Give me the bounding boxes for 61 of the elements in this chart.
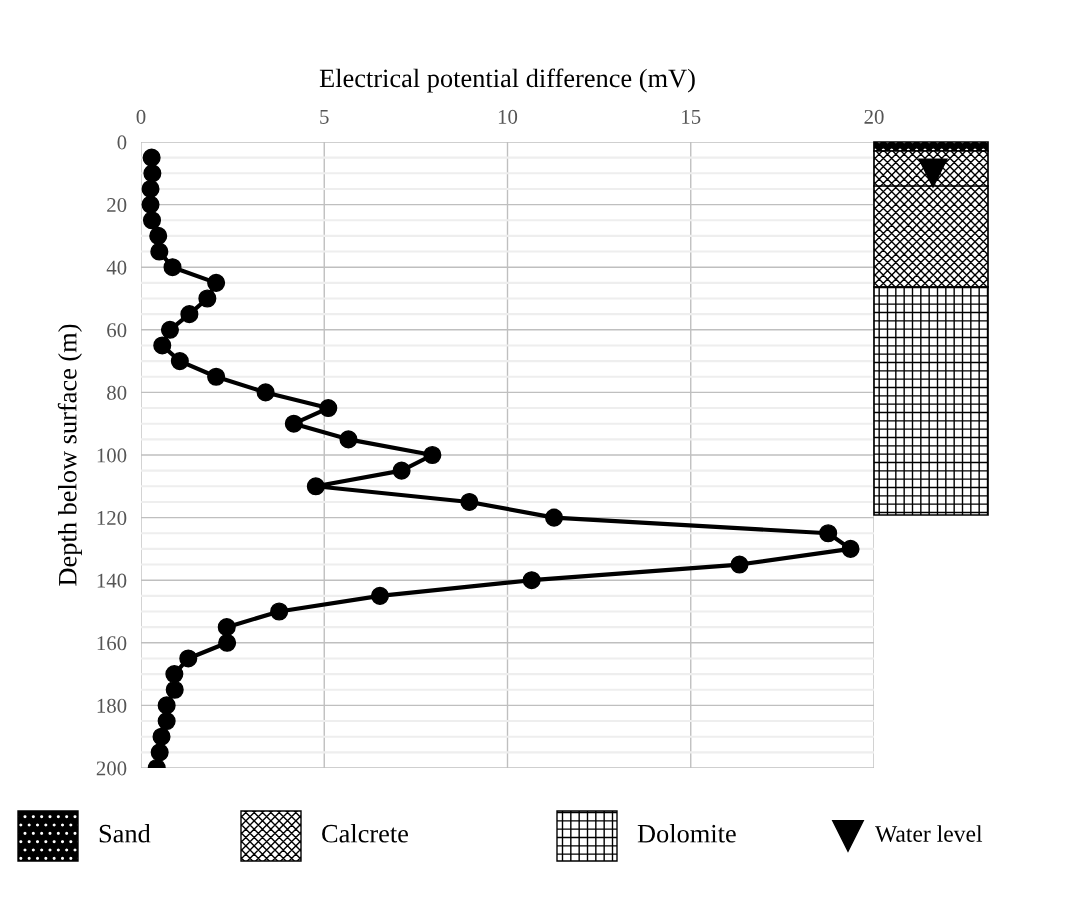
y-tick-label: 0 [117,135,127,150]
point [157,712,176,731]
point [284,414,303,433]
point [819,524,838,543]
y-tick-label: 160 [97,636,127,651]
point [256,383,275,402]
point [157,696,176,715]
point [142,211,162,230]
point [319,399,338,418]
point [152,727,171,746]
y-axis-title: Depth below surface (m) [57,324,82,586]
y-tick-label: 180 [97,698,127,713]
point [545,508,564,527]
point [841,539,860,558]
y-tick-label: 140 [97,573,127,588]
point [143,164,162,183]
point [141,179,160,198]
y-tick-label: 100 [97,448,127,463]
y-tick-label: 120 [97,510,127,526]
point [270,602,289,621]
text: Water level [875,825,983,843]
point [392,461,411,480]
point [370,586,389,605]
point [163,258,182,277]
y-tick-label: 20 [107,197,127,213]
point [170,352,189,371]
y-tick-label: 60 [107,323,127,338]
point [217,618,236,637]
text: Sand [99,824,151,843]
point [149,226,168,245]
y-tick-label: 80 [107,385,127,400]
point [522,571,541,590]
point [153,336,172,355]
x-tick-label: 5 [320,110,329,124]
x-tick-label: 15 [682,109,701,124]
point [150,242,169,261]
x-tick-label: 0 [136,109,146,124]
point [142,148,161,167]
x-axis-title: Electrical potential difference (mV) [319,68,695,93]
point [730,555,749,574]
point [198,289,217,308]
x-tick-label: 20 [864,109,884,124]
point [160,320,179,339]
x-tick-label: 10 [498,109,518,124]
point [165,680,184,699]
text: Dolomite [637,824,736,843]
point [150,743,169,762]
point [180,305,199,324]
point [207,273,226,292]
point [306,477,325,496]
point [339,430,358,449]
point [218,633,237,652]
point [179,649,198,668]
y-tick-label: 200 [96,761,127,776]
text: Calcrete [322,824,408,843]
point [423,445,442,465]
point [207,367,226,386]
point [460,492,479,511]
point [141,195,160,214]
y-tick-label: 40 [106,260,127,275]
point [165,665,184,684]
